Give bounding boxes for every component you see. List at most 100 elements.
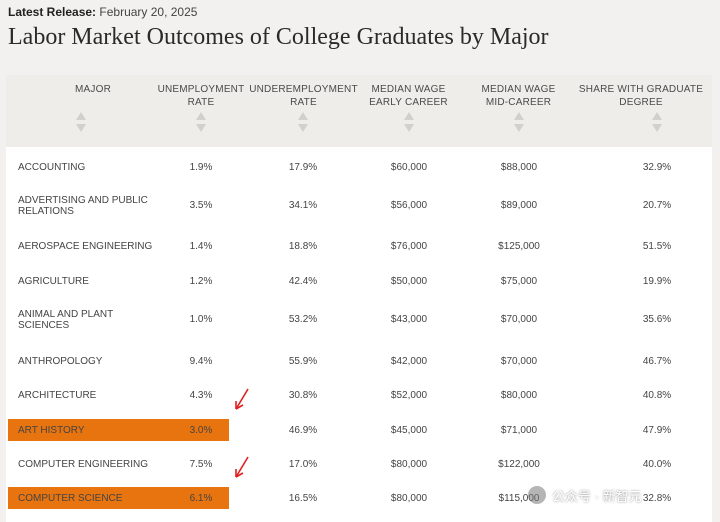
cell-major: ANIMAL AND PLANT SCIENCES <box>18 309 158 331</box>
sort-arrows-icon[interactable] <box>196 112 206 134</box>
cell-unemployment-rate: 3.5% <box>189 200 213 211</box>
column-header-label: MEDIAN WAGE <box>481 84 556 95</box>
cell-median-wage-mid-career: $70,000 <box>500 314 538 325</box>
sort-up-icon <box>652 112 662 120</box>
sort-up-icon <box>514 112 524 120</box>
column-header-median-wage-early-career[interactable]: MEDIAN WAGE EARLY CAREER <box>356 83 461 109</box>
latest-release: Latest Release: February 20, 2025 <box>8 5 197 19</box>
sort-arrows-icon[interactable] <box>76 112 86 134</box>
major-label: ANTHROPOLOGY <box>18 356 103 367</box>
major-label: ANIMAL AND PLANT <box>18 309 114 320</box>
cell-median-wage-mid-career: $71,000 <box>500 425 538 436</box>
table-row: ANTHROPOLOGY 9.4% 55.9% $42,000 $70,000 46.7% <box>6 344 712 378</box>
sort-arrows-icon[interactable] <box>514 112 524 134</box>
column-header-label: SHARE WITH GRADUATE <box>578 84 704 95</box>
cell-major: ACCOUNTING <box>18 162 158 173</box>
cell-median-wage-mid-career: $70,000 <box>500 356 538 367</box>
cell-median-wage-early-career: $80,000 <box>390 493 428 504</box>
cell-unemployment-rate: 6.1% <box>189 493 213 504</box>
cell-major: AGRICULTURE <box>18 276 158 287</box>
cell-underemployment-rate: 17.9% <box>288 162 318 173</box>
table-row: AGRICULTURE 1.2% 42.4% $50,000 $75,000 19.9% <box>6 264 712 298</box>
table-row: COMPUTER SCIENCE 6.1% 16.5% $80,000 $115,000… <box>6 481 712 515</box>
cell-underemployment-rate: 34.1% <box>288 200 318 211</box>
cell-median-wage-early-career: $76,000 <box>390 241 428 252</box>
cell-median-wage-mid-career: $115,000 <box>498 493 540 504</box>
column-header-major[interactable]: MAJOR <box>18 83 168 96</box>
cell-median-wage-early-career: $80,000 <box>390 459 428 470</box>
major-label: ACCOUNTING <box>18 162 86 173</box>
sort-arrows-icon[interactable] <box>298 112 308 134</box>
column-header-label: MEDIAN WAGE <box>371 84 446 95</box>
sort-up-icon <box>196 112 206 120</box>
cell-share-with-graduate-degree: 47.9% <box>642 425 672 436</box>
cell-underemployment-rate: 53.2% <box>288 314 318 325</box>
cell-share-with-graduate-degree: 32.8% <box>642 493 672 504</box>
cell-major: COMPUTER ENGINEERING <box>18 459 158 470</box>
cell-underemployment-rate: 42.4% <box>288 276 318 287</box>
cell-major: ANTHROPOLOGY <box>18 356 158 367</box>
table-row: ADVERTISING AND PUBLIC RELATIONS 3.5% 34.1%… <box>6 184 712 218</box>
cell-share-with-graduate-degree: 46.7% <box>642 356 672 367</box>
cell-share-with-graduate-degree: 40.8% <box>642 390 672 401</box>
cell-median-wage-early-career: $56,000 <box>390 200 428 211</box>
major-label: COMPUTER ENGINEERING <box>18 459 149 470</box>
cell-median-wage-mid-career: $122,000 <box>498 459 540 470</box>
column-header-underemployment-rate[interactable]: UNDEREMPLOYMENT RATE <box>246 83 361 109</box>
cell-underemployment-rate: 46.9% <box>288 425 318 436</box>
major-label: ADVERTISING AND PUBLIC <box>18 195 148 206</box>
highlight-marker <box>8 487 229 509</box>
cell-major: ADVERTISING AND PUBLIC RELATIONS <box>18 195 158 217</box>
cell-median-wage-mid-career: $80,000 <box>500 390 538 401</box>
table-row: AEROSPACE ENGINEERING 1.4% 18.8% $76,000 $12… <box>6 229 712 263</box>
cell-unemployment-rate: 1.0% <box>189 314 213 325</box>
column-header-label: EARLY CAREER <box>369 97 448 108</box>
cell-share-with-graduate-degree: 20.7% <box>642 200 672 211</box>
cell-underemployment-rate: 17.0% <box>288 459 318 470</box>
sort-up-icon <box>76 112 86 120</box>
sort-down-icon <box>514 124 524 132</box>
major-label: AGRICULTURE <box>18 276 89 287</box>
wechat-icon <box>528 486 546 504</box>
cell-unemployment-rate: 1.4% <box>189 241 213 252</box>
cell-major: ART HISTORY <box>18 425 158 436</box>
cell-unemployment-rate: 9.4% <box>189 356 213 367</box>
sort-up-icon <box>298 112 308 120</box>
major-label-line2: RELATIONS <box>18 206 74 217</box>
cell-unemployment-rate: 3.0% <box>189 425 213 436</box>
cell-median-wage-early-career: $45,000 <box>390 425 428 436</box>
cell-median-wage-mid-career: $89,000 <box>500 200 538 211</box>
column-header-label: RATE <box>290 97 317 108</box>
annotation-arrow-icon <box>235 388 249 410</box>
sort-down-icon <box>76 124 86 132</box>
cell-share-with-graduate-degree: 40.0% <box>642 459 672 470</box>
cell-underemployment-rate: 55.9% <box>288 356 318 367</box>
table-row: ART HISTORY 3.0% 46.9% $45,000 $71,000 47.9% <box>6 413 712 447</box>
major-label: ARCHITECTURE <box>18 390 97 401</box>
cell-underemployment-rate: 16.5% <box>288 493 318 504</box>
cell-unemployment-rate: 7.5% <box>189 459 213 470</box>
table-row: ACCOUNTING 1.9% 17.9% $60,000 $88,000 32.9% <box>6 150 712 184</box>
cell-share-with-graduate-degree: 32.9% <box>642 162 672 173</box>
column-header-label: MAJOR <box>75 84 111 95</box>
table-row: ANIMAL AND PLANT SCIENCES 1.0% 53.2% $43,000… <box>6 298 712 332</box>
column-header-median-wage-mid-career[interactable]: MEDIAN WAGE MID-CAREER <box>466 83 571 109</box>
cell-median-wage-early-career: $42,000 <box>390 356 428 367</box>
sort-arrows-icon[interactable] <box>404 112 414 134</box>
cell-median-wage-mid-career: $88,000 <box>500 162 538 173</box>
major-label: COMPUTER SCIENCE <box>18 493 123 504</box>
cell-median-wage-mid-career: $75,000 <box>500 276 538 287</box>
cell-share-with-graduate-degree: 51.5% <box>642 241 672 252</box>
watermark: 公众号 · 新智元 <box>528 484 718 506</box>
cell-major: ARCHITECTURE <box>18 390 158 401</box>
column-header-share-with-graduate-degree[interactable]: SHARE WITH GRADUATE DEGREE <box>571 83 711 109</box>
column-header-label: DEGREE <box>619 97 663 108</box>
cell-share-with-graduate-degree: 35.6% <box>642 314 672 325</box>
release-date: February 20, 2025 <box>99 5 198 19</box>
cell-unemployment-rate: 4.3% <box>189 390 213 401</box>
sort-arrows-icon[interactable] <box>652 112 662 134</box>
column-header-label: UNEMPLOYMENT <box>157 84 245 95</box>
column-header-unemployment-rate[interactable]: UNEMPLOYMENT RATE <box>146 83 256 109</box>
sort-down-icon <box>196 124 206 132</box>
cell-median-wage-early-career: $52,000 <box>390 390 428 401</box>
